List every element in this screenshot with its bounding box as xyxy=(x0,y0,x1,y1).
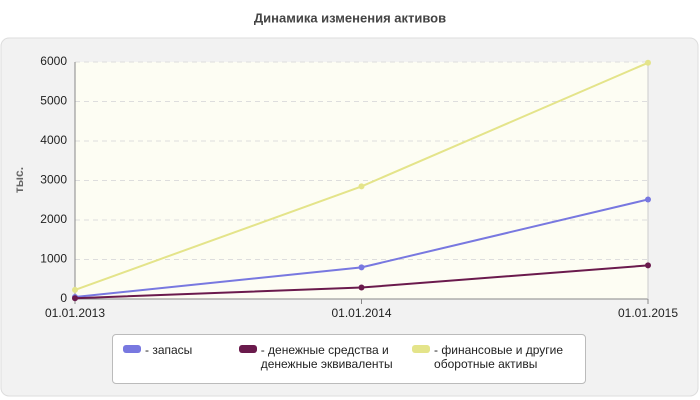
legend: - запасы - денежные средства и денежные э… xyxy=(112,334,586,384)
y-tick-label: 3000 xyxy=(40,173,67,187)
point xyxy=(72,286,78,293)
y-tick-label: 2000 xyxy=(40,212,67,226)
legend-label: - запасы xyxy=(145,343,193,357)
chart-title: Динамика изменения активов xyxy=(254,10,446,25)
point xyxy=(645,196,651,203)
point xyxy=(358,183,365,190)
point xyxy=(358,284,365,291)
point xyxy=(645,59,651,66)
legend-label: - денежные средства и денежные эквивален… xyxy=(260,343,393,371)
point xyxy=(358,264,365,271)
legend-item: - финансовые и другие оборотные активы xyxy=(402,335,585,383)
legend-swatch xyxy=(123,345,141,353)
legend-swatch xyxy=(238,345,257,353)
y-tick-label: 4000 xyxy=(40,133,67,147)
legend-label: - финансовые и другие оборотные активы xyxy=(434,343,564,371)
y-axis-label: тыс. xyxy=(12,167,26,193)
point xyxy=(72,295,78,302)
point xyxy=(645,262,651,269)
legend-item: - запасы xyxy=(113,335,229,383)
y-tick-label: 1000 xyxy=(40,252,67,266)
y-tick-label: 0 xyxy=(60,291,67,305)
y-tick-label: 5000 xyxy=(40,94,67,108)
x-tick-label: 01.01.2013 xyxy=(45,306,105,320)
y-tick-label: 6000 xyxy=(40,54,67,68)
x-tick-label: 01.01.2015 xyxy=(618,306,678,320)
x-tick-label: 01.01.2014 xyxy=(331,306,391,320)
legend-swatch xyxy=(412,345,431,353)
legend-item: - денежные средства и денежные эквивален… xyxy=(229,335,402,383)
